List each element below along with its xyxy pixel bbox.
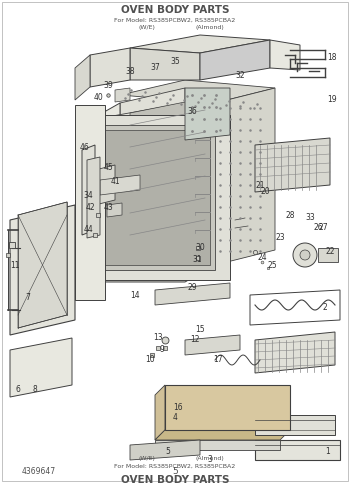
Text: 16: 16 [173,403,183,412]
Text: 38: 38 [125,68,135,76]
Text: OVEN BODY PARTS: OVEN BODY PARTS [121,5,229,15]
Polygon shape [155,385,165,440]
Polygon shape [130,440,200,460]
Text: 41: 41 [110,177,120,186]
Polygon shape [115,88,130,102]
Text: 18: 18 [327,54,337,62]
Text: 26: 26 [313,224,323,232]
Polygon shape [255,332,335,373]
Text: 3: 3 [208,455,212,465]
Polygon shape [155,430,290,440]
Text: For Model: RS385PCBW2, RS385PCBA2: For Model: RS385PCBW2, RS385PCBA2 [114,17,236,23]
Polygon shape [90,103,215,120]
Polygon shape [215,88,275,265]
Text: 42: 42 [85,203,95,213]
Text: For Model: RS385PCBW2, RS385PCBA2: For Model: RS385PCBW2, RS385PCBA2 [114,464,236,469]
Text: 15: 15 [195,326,205,335]
Polygon shape [270,40,300,70]
Text: 30: 30 [195,243,205,253]
Polygon shape [130,35,270,53]
Text: 31: 31 [192,256,202,265]
Text: 34: 34 [83,190,93,199]
Text: 5: 5 [166,448,170,456]
Polygon shape [18,202,67,328]
Text: 6: 6 [15,385,20,395]
Polygon shape [10,205,75,335]
Polygon shape [85,115,230,280]
Polygon shape [10,338,72,397]
Text: (Almond): (Almond) [196,456,224,461]
Text: (W/E): (W/E) [139,456,155,461]
Text: (W/E): (W/E) [139,26,155,30]
Circle shape [293,243,317,267]
Text: 36: 36 [187,108,197,116]
Polygon shape [100,125,215,270]
Text: 7: 7 [26,294,30,302]
Circle shape [300,250,310,260]
Text: 19: 19 [327,96,337,104]
Text: 28: 28 [285,211,295,219]
Polygon shape [200,40,270,80]
Text: 14: 14 [130,290,140,299]
Polygon shape [75,55,90,100]
Text: OVEN BODY PARTS: OVEN BODY PARTS [121,475,229,483]
Text: 5: 5 [172,468,178,477]
Text: 21: 21 [255,181,265,189]
Polygon shape [255,440,340,460]
Text: 39: 39 [103,81,113,89]
Polygon shape [155,283,230,305]
Polygon shape [105,130,210,265]
Text: 35: 35 [170,57,180,67]
Polygon shape [75,105,105,300]
Text: 4369647: 4369647 [22,468,56,477]
Text: 10: 10 [145,355,155,365]
Text: 22: 22 [325,247,335,256]
Polygon shape [90,103,120,282]
Polygon shape [90,265,215,282]
Polygon shape [255,415,335,435]
Polygon shape [165,385,290,430]
Text: 25: 25 [267,260,277,270]
Polygon shape [255,138,330,192]
Polygon shape [170,390,285,428]
Polygon shape [100,175,140,195]
Polygon shape [130,98,205,273]
Text: 24: 24 [257,254,267,262]
Text: 8: 8 [33,385,37,395]
Text: 43: 43 [103,203,113,213]
Polygon shape [130,48,200,80]
Text: 40: 40 [93,94,103,102]
Text: 4: 4 [173,413,177,423]
Polygon shape [185,335,240,355]
Polygon shape [95,165,115,205]
Text: 9: 9 [160,345,164,355]
Text: 32: 32 [235,71,245,80]
Text: 2: 2 [323,303,327,313]
Text: 12: 12 [190,336,200,344]
Polygon shape [90,48,130,87]
Text: 27: 27 [318,224,328,232]
Text: (Almond): (Almond) [196,26,224,30]
Text: 46: 46 [80,143,90,153]
Text: 1: 1 [326,448,330,456]
Text: 17: 17 [213,355,223,365]
Text: 20: 20 [260,187,270,197]
Text: 23: 23 [275,233,285,242]
Polygon shape [120,80,275,103]
Polygon shape [120,88,185,265]
Polygon shape [107,203,122,217]
Text: 45: 45 [103,164,113,172]
Text: 33: 33 [305,213,315,223]
Polygon shape [82,145,95,235]
Polygon shape [87,157,100,238]
Text: 44: 44 [83,226,93,235]
Text: 29: 29 [187,284,197,293]
Polygon shape [155,440,280,450]
Text: 13: 13 [153,333,163,342]
Text: 11: 11 [10,260,20,270]
Polygon shape [185,88,230,140]
Polygon shape [318,248,338,262]
Text: 37: 37 [150,63,160,72]
